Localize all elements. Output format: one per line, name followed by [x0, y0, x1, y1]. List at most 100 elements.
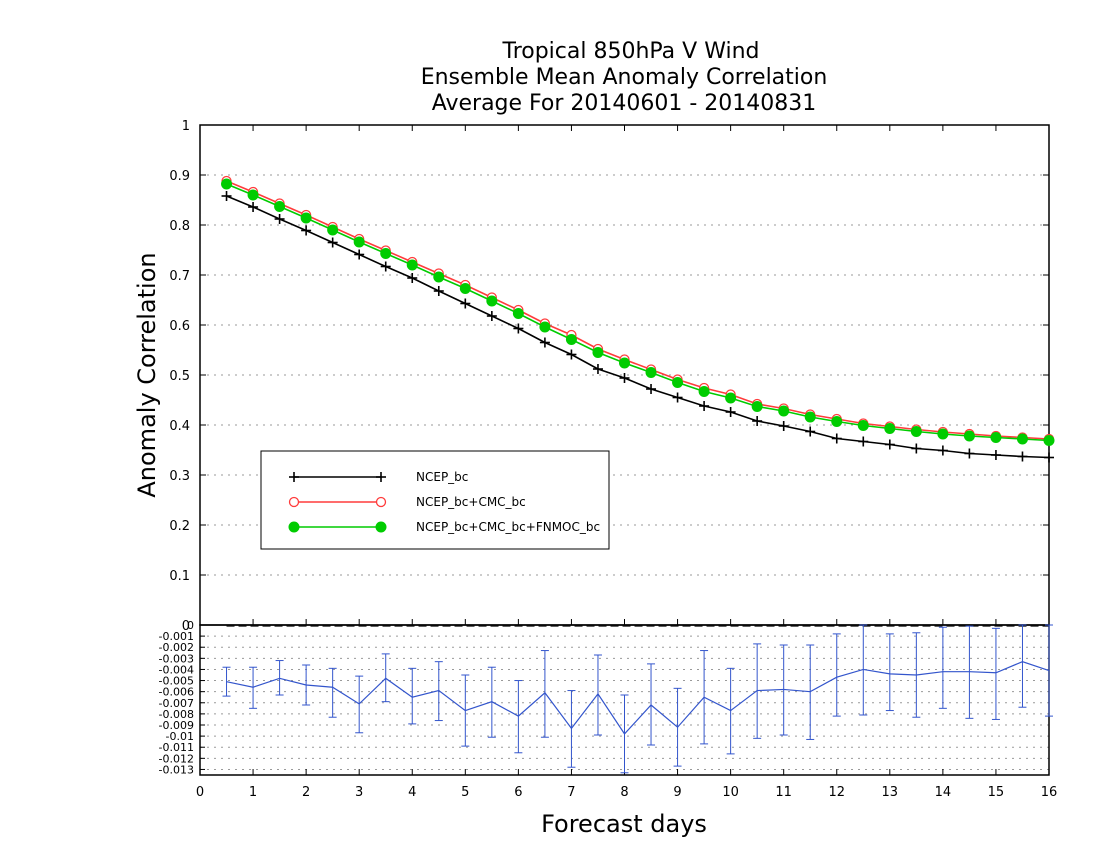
x-tick-label: 8 — [620, 785, 628, 800]
bottom-y-ticks: 0-0.001-0.002-0.003-0.004-0.005-0.006-0.… — [159, 619, 205, 776]
top-y-tick-label: 0.4 — [169, 419, 190, 434]
legend: NCEP_bc NCEP_bc+CMC_bc NCEP_bc+CMC_bc+FNMO… — [260, 450, 610, 550]
filled-circle-marker — [380, 248, 392, 259]
legend-entry: NCEP_bc — [289, 470, 468, 484]
bottom-y-tick-label: -0.008 — [159, 708, 194, 721]
bottom-y-tick-label: -0.006 — [159, 686, 194, 699]
chart-title: Tropical 850hPa V Wind Ensemble Mean Ano… — [421, 39, 828, 116]
x-tick-label: 15 — [988, 785, 1005, 800]
filled-circle-marker — [353, 236, 365, 248]
filled-circle-marker — [751, 401, 763, 412]
x-tick-label: 12 — [828, 785, 845, 800]
filled-circle-marker — [406, 259, 418, 271]
legend-entry: NCEP_bc+CMC_bc+FNMOC_bc — [288, 520, 600, 534]
filled-circle-marker — [274, 201, 286, 212]
y-axis-label: Anomaly Correlation — [133, 252, 161, 497]
filled-circle-marker — [565, 334, 577, 345]
open-circle-marker — [288, 496, 300, 508]
filled-circle-marker — [672, 377, 684, 388]
bottom-gridlines — [200, 625, 1049, 770]
top-y-tick-label: 0.9 — [169, 169, 190, 184]
bottom-y-tick-label: -0.011 — [159, 741, 194, 754]
series-line — [226, 180, 1050, 440]
bottom-y-tick-label: -0.004 — [159, 663, 194, 676]
filled-circle-marker — [433, 271, 445, 283]
bottom-y-tick-label: -0.007 — [159, 697, 194, 710]
bottom-y-tick-label: 0 — [187, 619, 194, 632]
bottom-y-tick-label: -0.01 — [166, 730, 194, 743]
filled-circle-marker — [221, 178, 233, 190]
filled-circle-marker — [459, 283, 471, 294]
x-tick-label: 2 — [302, 785, 310, 800]
filled-circle-marker — [512, 308, 524, 319]
filled-circle-marker — [910, 426, 922, 437]
filled-circle-marker — [937, 428, 949, 440]
filled-circle-marker — [247, 189, 259, 201]
series-NCEP_bc — [221, 191, 1054, 463]
x-tick-label: 10 — [722, 785, 739, 800]
x-tick-label: 6 — [514, 785, 522, 800]
bottom-y-tick-label: -0.002 — [159, 641, 194, 654]
title-line-3: Average For 20140601 - 20140831 — [432, 91, 817, 116]
filled-circle-marker — [592, 347, 604, 358]
filled-circle-marker — [375, 521, 387, 533]
open-circle-marker — [375, 496, 387, 508]
filled-circle-marker — [990, 432, 1002, 443]
bottom-y-tick-label: -0.012 — [159, 752, 194, 765]
filled-circle-marker — [539, 321, 551, 333]
x-tick-label: 0 — [196, 785, 204, 800]
filled-circle-marker — [1043, 435, 1055, 446]
filled-circle-marker — [804, 411, 816, 423]
filled-circle-marker — [300, 212, 312, 224]
series-NCEP_bc+CMC_bc+FNMOC_bc — [221, 178, 1055, 446]
bottom-y-tick-label: -0.005 — [159, 675, 194, 688]
x-tick-label: 11 — [775, 785, 792, 800]
x-tick-label: 7 — [567, 785, 575, 800]
series-NCEP_bc+CMC_bc — [221, 175, 1055, 445]
filled-circle-marker — [857, 420, 869, 431]
bottom-y-tick-label: -0.003 — [159, 652, 194, 665]
x-tick-label: 1 — [249, 785, 257, 800]
bottom-series-group — [222, 624, 1053, 774]
bottom-y-tick-label: -0.001 — [159, 630, 194, 643]
top-y-ticks: 0 0.1 0.2 0.3 0.4 0.5 0.6 0.7 0.8 0.9 1 — [169, 119, 1049, 634]
top-y-tick-label: 0.7 — [169, 269, 190, 284]
difference-line — [226, 661, 1050, 735]
x-tick-label: 14 — [935, 785, 952, 800]
title-line-1: Tropical 850hPa V Wind — [501, 39, 759, 64]
filled-circle-marker — [486, 295, 498, 307]
legend-entry: NCEP_bc+CMC_bc — [288, 495, 526, 509]
filled-circle-marker — [645, 367, 657, 378]
x-tick-label: 16 — [1041, 785, 1058, 800]
x-tick-label: 4 — [408, 785, 416, 800]
top-y-tick-label: 1 — [182, 119, 190, 134]
filled-circle-marker — [327, 224, 339, 236]
top-y-tick-label: 0.1 — [169, 569, 190, 584]
filled-circle-marker — [963, 430, 975, 442]
x-tick-label: 3 — [355, 785, 363, 800]
filled-circle-marker — [831, 416, 843, 427]
filled-circle-marker — [884, 423, 896, 434]
legend-label: NCEP_bc — [416, 470, 468, 484]
legend-label: NCEP_bc+CMC_bc — [416, 495, 526, 509]
filled-circle-marker — [698, 386, 710, 397]
filled-circle-marker — [1016, 433, 1028, 445]
x-ticks: 0 1 2 3 4 5 6 7 8 9 10 11 12 13 14 15 16 — [196, 125, 1057, 800]
x-tick-label: 13 — [882, 785, 899, 800]
filled-circle-marker — [725, 392, 737, 404]
filled-circle-marker — [778, 405, 790, 417]
top-y-tick-label: 0.3 — [169, 469, 190, 484]
legend-box — [260, 450, 610, 550]
x-tick-label: 5 — [461, 785, 469, 800]
top-y-tick-label: 0.5 — [169, 369, 190, 384]
difference-series — [222, 624, 1053, 774]
filled-circle-marker — [288, 521, 300, 533]
top-y-tick-label: 0 — [182, 619, 190, 634]
bottom-y-tick-label: -0.013 — [159, 763, 194, 776]
x-tick-label: 9 — [673, 785, 681, 800]
title-line-2: Ensemble Mean Anomaly Correlation — [421, 65, 828, 90]
top-y-tick-label: 0.8 — [169, 219, 190, 234]
filled-circle-marker — [619, 357, 630, 369]
top-series-group — [221, 175, 1055, 463]
